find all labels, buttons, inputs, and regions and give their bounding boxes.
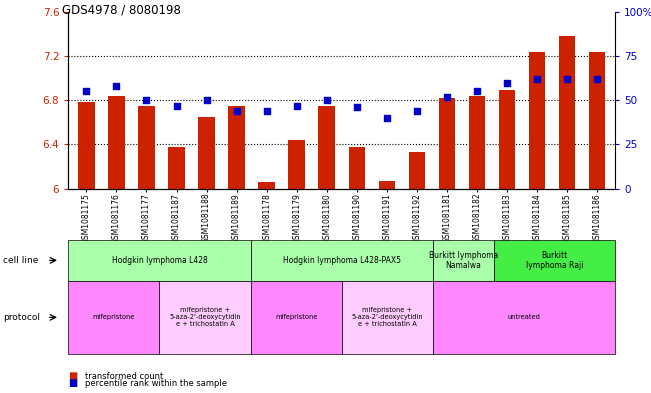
Point: [502, 79, 512, 86]
Text: Burkitt lymphoma
Namalwa: Burkitt lymphoma Namalwa: [428, 251, 498, 270]
Point: [442, 94, 452, 100]
Bar: [469, 96, 485, 189]
Point: [292, 103, 302, 109]
Text: mifepristone +
5-aza-2'-deoxycytidin
e + trichostatin A: mifepristone + 5-aza-2'-deoxycytidin e +…: [352, 307, 423, 327]
Bar: [138, 106, 155, 189]
Bar: [409, 152, 425, 189]
Text: ■: ■: [68, 371, 77, 381]
Text: protocol: protocol: [3, 313, 40, 322]
Bar: [288, 140, 305, 189]
Bar: [589, 51, 605, 189]
Text: percentile rank within the sample: percentile rank within the sample: [85, 379, 227, 387]
Text: mifepristone: mifepristone: [92, 314, 135, 320]
Point: [352, 104, 362, 110]
Bar: [379, 181, 395, 189]
Text: mifepristone +
5-aza-2'-deoxycytidin
e + trichostatin A: mifepristone + 5-aza-2'-deoxycytidin e +…: [169, 307, 241, 327]
Point: [262, 108, 272, 114]
Bar: [318, 106, 335, 189]
Point: [201, 97, 212, 103]
Point: [532, 76, 542, 82]
Bar: [168, 147, 185, 189]
Bar: [439, 98, 455, 189]
Text: ■: ■: [68, 378, 77, 388]
Text: Hodgkin lymphoma L428: Hodgkin lymphoma L428: [111, 256, 208, 265]
Text: GDS4978 / 8080198: GDS4978 / 8080198: [62, 4, 181, 17]
Point: [111, 83, 122, 89]
Bar: [559, 36, 575, 189]
Point: [81, 88, 92, 95]
Text: transformed count: transformed count: [85, 372, 163, 380]
Point: [381, 115, 392, 121]
Point: [322, 97, 332, 103]
Bar: [229, 106, 245, 189]
Bar: [348, 147, 365, 189]
Text: Hodgkin lymphoma L428-PAX5: Hodgkin lymphoma L428-PAX5: [283, 256, 401, 265]
Bar: [258, 182, 275, 189]
Text: cell line: cell line: [3, 256, 38, 265]
Bar: [529, 51, 546, 189]
Bar: [199, 117, 215, 189]
Text: Burkitt
lymphoma Raji: Burkitt lymphoma Raji: [526, 251, 583, 270]
Point: [592, 76, 602, 82]
Point: [472, 88, 482, 95]
Point: [171, 103, 182, 109]
Text: untreated: untreated: [508, 314, 540, 320]
Bar: [499, 90, 516, 189]
Point: [231, 108, 242, 114]
Point: [562, 76, 572, 82]
Point: [141, 97, 152, 103]
Text: mifepristone: mifepristone: [275, 314, 318, 320]
Bar: [108, 96, 125, 189]
Bar: [78, 103, 94, 189]
Point: [411, 108, 422, 114]
